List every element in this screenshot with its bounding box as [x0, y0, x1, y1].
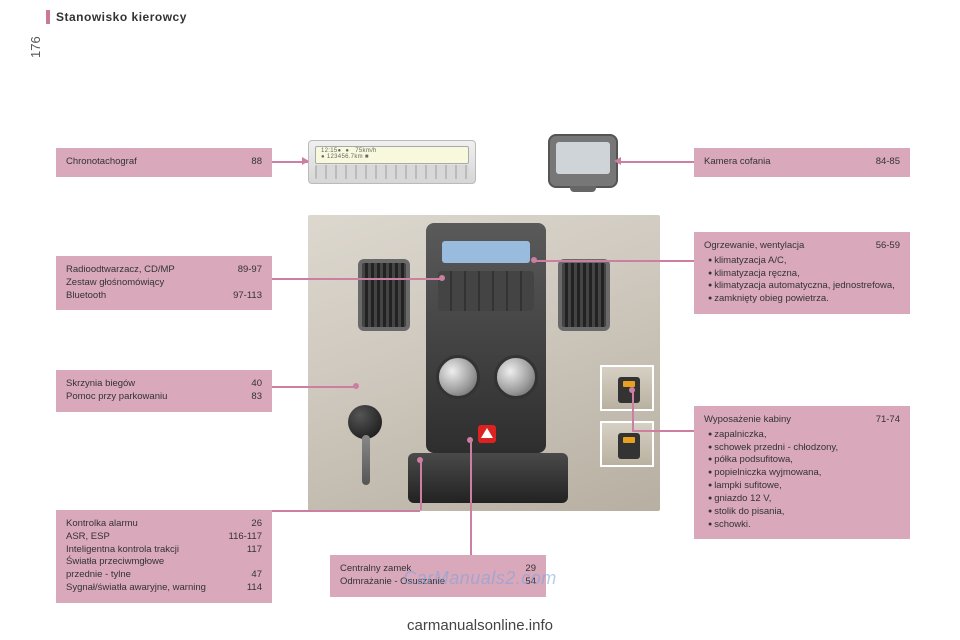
lower-switch-panel	[408, 453, 568, 503]
list-item: schowki.	[704, 519, 900, 532]
inset-switch-bottom	[600, 421, 654, 467]
label: Kontrolka alarmu	[66, 518, 138, 531]
callout-chronotachograf: Chronotachograf 88	[56, 148, 272, 177]
pages: 116-117	[229, 531, 262, 544]
header-accent-bar	[46, 10, 50, 24]
callout-radio: Radioodtwarzacz, CD/MP 89-97 Zestaw głoś…	[56, 256, 272, 310]
footer-url: carmanualsonline.info	[0, 617, 960, 634]
center-buttons	[438, 271, 534, 311]
page-number: 176	[28, 36, 43, 58]
label: Ogrzewanie, wentylacja	[704, 240, 804, 253]
pages: 84-85	[876, 156, 900, 169]
leader-line	[632, 430, 694, 432]
list-item: klimatyzacja ręczna,	[704, 268, 900, 281]
list-item: zamknięty obieg powietrza.	[704, 293, 900, 306]
cabin-list: zapalniczka, schowek przedni - chłodzony…	[704, 429, 900, 532]
inset-switch-top	[600, 365, 654, 411]
label: Wyposażenie kabiny	[704, 414, 791, 427]
label: Sygnał/światła awaryjne, warning	[66, 582, 206, 595]
list-item: schowek przedni - chłodzony,	[704, 442, 900, 455]
label: Odmrażanie - Osuszanie	[340, 576, 445, 589]
list-item: klimatyzacja automatyczna, jednostrefowa…	[704, 280, 900, 293]
label: Radioodtwarzacz, CD/MP	[66, 264, 175, 277]
gear-lever	[348, 405, 382, 439]
label: Chronotachograf	[66, 156, 137, 169]
pages: 83	[251, 391, 262, 404]
leader-dot	[417, 457, 423, 463]
pages: 26	[251, 518, 262, 531]
callout-centralny-zamek: Centralny zamek 29 Odmrażanie - Osuszani…	[330, 555, 546, 597]
hazard-button	[478, 425, 496, 443]
page-title: Stanowisko kierowcy	[56, 10, 187, 24]
leader-line	[420, 460, 422, 510]
list-item: półka podsufitowa,	[704, 454, 900, 467]
pages: 71-74	[876, 414, 900, 427]
pages: 54	[525, 576, 536, 589]
pages: 117	[247, 544, 262, 557]
rear-camera-screen-image	[548, 134, 618, 188]
center-stack	[426, 223, 546, 453]
list-item: stolik do pisania,	[704, 506, 900, 519]
callout-kamera-cofania: Kamera cofania 84-85	[694, 148, 910, 177]
label: Światła przeciwmgłowe	[66, 556, 164, 569]
leader-line	[632, 390, 634, 430]
leader-line	[620, 161, 694, 163]
pages: 97-113	[233, 290, 262, 303]
leader-line	[534, 260, 694, 262]
label: Zestaw głośnomówiący	[66, 277, 164, 290]
leader-line	[272, 386, 356, 388]
pages: 114	[247, 582, 262, 595]
leader-dot	[531, 257, 537, 263]
air-vent-right	[558, 259, 610, 331]
label: Skrzynia biegów	[66, 378, 135, 391]
pages: 47	[251, 569, 262, 582]
pages: 89-97	[238, 264, 262, 277]
list-item: zapalniczka,	[704, 429, 900, 442]
list-item: gniazdo 12 V,	[704, 493, 900, 506]
leader-arrow	[302, 157, 309, 165]
tachograph-display-text: 12:15● ● 75km/h ● 123456.7km ■	[321, 148, 377, 160]
pages: 40	[251, 378, 262, 391]
hvac-dial-left	[436, 355, 480, 399]
label: ASR, ESP	[66, 531, 110, 544]
leader-line	[272, 278, 442, 280]
callout-alarm: Kontrolka alarmu 26 ASR, ESP 116-117 Intel…	[56, 510, 272, 603]
heating-list: klimatyzacja A/C, klimatyzacja ręczna, k…	[704, 255, 900, 306]
pages: 29	[525, 563, 536, 576]
list-item: klimatyzacja A/C,	[704, 255, 900, 268]
leader-arrow	[614, 157, 621, 165]
leader-line	[470, 440, 472, 555]
label: Kamera cofania	[704, 156, 771, 169]
list-item: popielniczka wyjmowana,	[704, 467, 900, 480]
label: przednie - tylne	[66, 569, 131, 582]
label: Centralny zamek	[340, 563, 411, 576]
leader-dot	[439, 275, 445, 281]
air-vent-left	[358, 259, 410, 331]
tachograph-image: 12:15● ● 75km/h ● 123456.7km ■	[308, 140, 476, 184]
pages: 88	[251, 156, 262, 169]
hvac-dial-right	[494, 355, 538, 399]
pages: 56-59	[876, 240, 900, 253]
leader-dot	[467, 437, 473, 443]
leader-dot	[629, 387, 635, 393]
leader-line	[272, 510, 420, 512]
callout-skrzynia: Skrzynia biegów 40 Pomoc przy parkowaniu…	[56, 370, 272, 412]
list-item: lampki sufitowe,	[704, 480, 900, 493]
callout-wyposazenie: Wyposażenie kabiny 71-74 zapalniczka, sc…	[694, 406, 910, 539]
label: Bluetooth	[66, 290, 106, 303]
label: Inteligentna kontrola trakcji	[66, 544, 179, 557]
leader-dot	[353, 383, 359, 389]
center-display	[442, 241, 530, 263]
label: Pomoc przy parkowaniu	[66, 391, 167, 404]
callout-ogrzewanie: Ogrzewanie, wentylacja 56-59 klimatyzacj…	[694, 232, 910, 314]
